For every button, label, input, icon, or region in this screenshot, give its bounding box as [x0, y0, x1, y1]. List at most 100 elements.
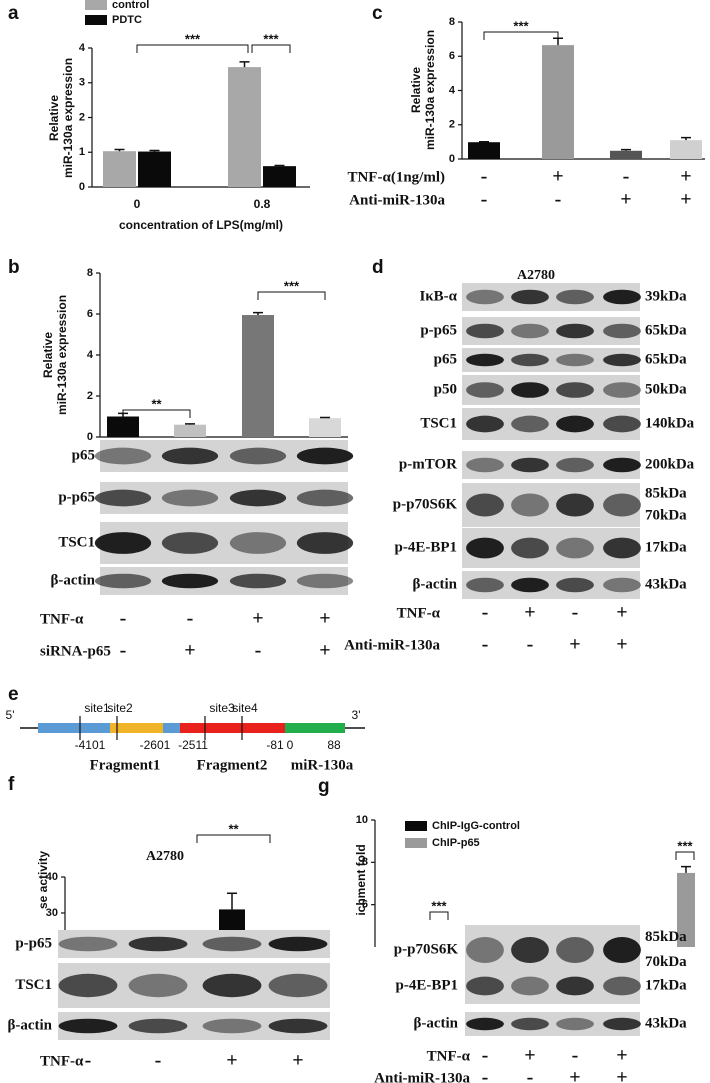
blot-band — [556, 976, 594, 996]
panel-label: f — [8, 774, 15, 795]
blot-band — [466, 457, 504, 473]
error-bar — [621, 148, 631, 151]
blot-band — [296, 532, 354, 554]
condition-sign: - — [482, 602, 489, 624]
kda-label: 17kDa — [645, 539, 687, 555]
kda-label: 200kDa — [645, 456, 695, 472]
condition-sign: - — [120, 608, 127, 630]
error-bar — [239, 61, 250, 68]
y-tick-label: 0 — [87, 431, 93, 443]
y-tick-label: 1 — [79, 146, 85, 158]
blot-band — [58, 1018, 118, 1034]
blot-band — [161, 447, 219, 465]
bar — [103, 151, 136, 187]
blot-band — [556, 415, 594, 433]
panel-label: c — [372, 3, 383, 24]
blot-band — [511, 976, 549, 996]
blot-band — [603, 382, 641, 398]
blot-band — [128, 936, 188, 952]
blot-band — [466, 415, 504, 433]
condition-sign: - — [481, 166, 488, 188]
legend-label: control — [112, 0, 149, 11]
blot-band — [296, 573, 354, 589]
significance-bracket — [483, 31, 559, 40]
blot-band — [556, 382, 594, 398]
blot-band — [161, 573, 219, 589]
blot-band — [229, 532, 287, 554]
blot-band — [229, 573, 287, 589]
bar — [542, 45, 574, 159]
error-bar — [479, 140, 489, 143]
kda-label: 70kDa — [645, 507, 687, 523]
protein-label: p-p65 — [15, 935, 52, 951]
y-tick-label: 6 — [449, 50, 455, 62]
blot-band — [229, 447, 287, 465]
kda-label: 70kDa — [645, 954, 687, 970]
protein-label: p65 — [434, 351, 457, 367]
significance-bracket — [136, 44, 249, 53]
blot-band — [603, 415, 641, 433]
position-label: -4101 — [75, 738, 106, 752]
blot-band — [94, 573, 152, 589]
blot-band — [511, 937, 549, 963]
blot-band — [94, 489, 152, 507]
condition-label: TNF-α — [427, 1048, 471, 1064]
blot-band — [296, 489, 354, 507]
condition-sign: - — [482, 1045, 489, 1067]
blot-band — [511, 493, 549, 517]
protein-label: p-p70S6K — [393, 496, 458, 512]
error-bar — [149, 149, 160, 152]
bar — [107, 416, 139, 437]
x-axis-label: concentration of LPS(mg/ml) — [119, 218, 283, 232]
position-label: -81 — [266, 738, 284, 752]
condition-sign: - — [572, 602, 579, 624]
blot-band — [466, 289, 504, 305]
kda-label: 43kDa — [645, 576, 687, 592]
y-tick-label: 10 — [356, 814, 368, 826]
blot-band — [466, 577, 504, 593]
condition-sign: - — [527, 634, 534, 656]
blot-band — [268, 936, 328, 952]
legend-label: ChIP-p65 — [432, 837, 480, 849]
y-axis-label: miR-130a expression — [423, 30, 437, 150]
kda-label: 17kDa — [645, 977, 687, 993]
condition-sign: + — [319, 640, 330, 662]
y-tick-label: 0 — [79, 181, 85, 193]
error-bar — [227, 892, 237, 910]
blot-band — [466, 493, 504, 517]
significance: ** — [228, 821, 239, 836]
condition-sign: + — [524, 602, 535, 624]
condition-sign: + — [569, 634, 580, 656]
blot-band — [466, 1017, 504, 1031]
legend-swatch — [405, 821, 427, 831]
kda-label: 50kDa — [645, 381, 687, 397]
significance-bracket — [429, 911, 449, 920]
blot-band — [94, 447, 152, 465]
segment — [285, 723, 345, 733]
blot-band — [511, 289, 549, 305]
blot-band — [556, 577, 594, 593]
condition-sign: - — [255, 640, 262, 662]
legend-label: PDTC — [112, 14, 142, 26]
blot-band — [603, 457, 641, 473]
protein-label: p-p65 — [420, 322, 457, 338]
panel-label: d — [372, 257, 384, 278]
significance: *** — [263, 31, 279, 46]
bar — [242, 315, 274, 437]
condition-sign: - — [572, 1045, 579, 1067]
blot-band — [268, 1018, 328, 1034]
condition-sign: + — [569, 1067, 580, 1083]
protein-label: β-actin — [7, 1017, 52, 1033]
condition-sign: + — [680, 189, 691, 211]
fragment-label: Fragment1 — [90, 757, 161, 773]
condition-sign: - — [482, 634, 489, 656]
blot-band — [556, 323, 594, 339]
error-bar — [114, 148, 125, 152]
significance-bracket — [122, 409, 191, 418]
condition-sign: - — [555, 189, 562, 211]
protein-label: p65 — [72, 447, 95, 463]
protein-label: p-4E-BP1 — [395, 977, 458, 993]
panel-title: A2780 — [146, 849, 184, 864]
blot-band — [603, 1017, 641, 1031]
site-label: site1 — [84, 701, 110, 715]
